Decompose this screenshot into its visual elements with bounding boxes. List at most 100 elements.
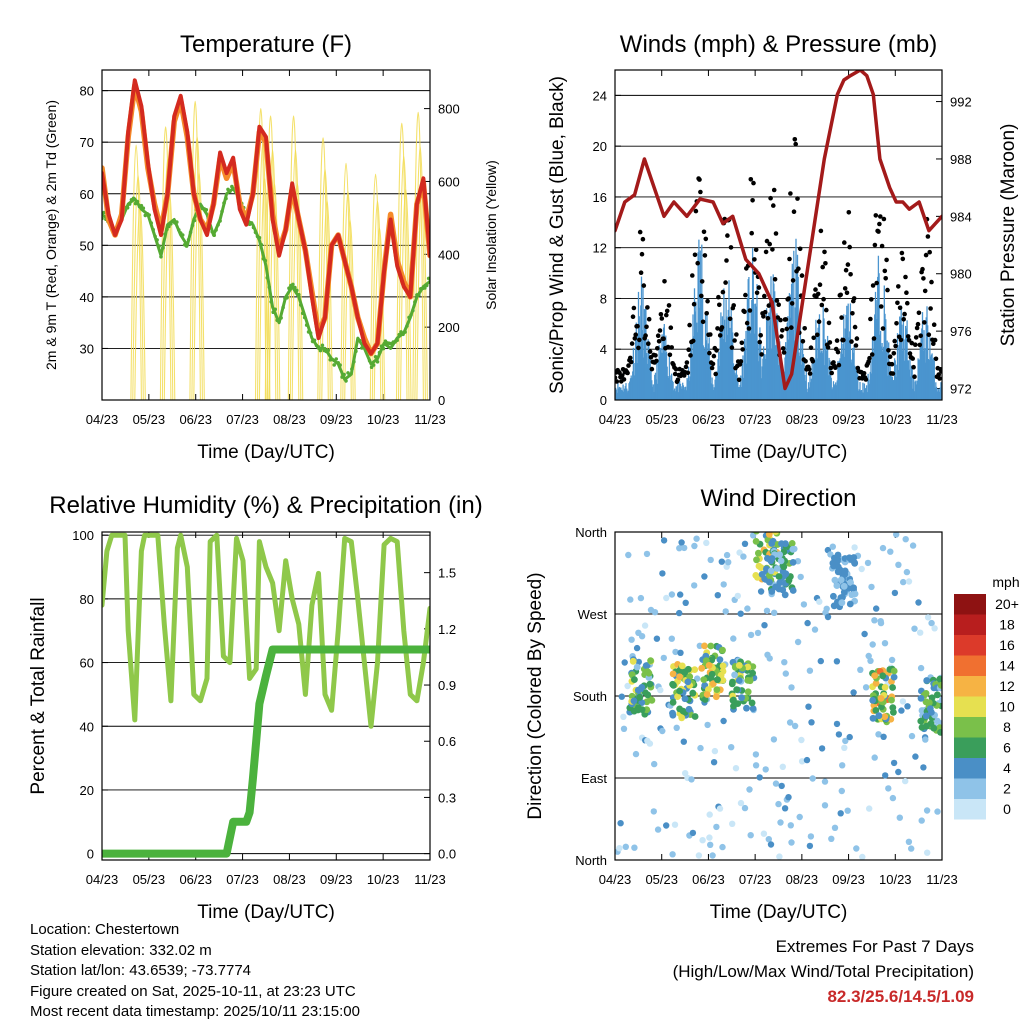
temperature-dewpoint-point	[214, 228, 218, 232]
temperature-solar-spike	[291, 183, 304, 400]
wind-direction-point	[657, 686, 664, 694]
wind-direction-point	[718, 558, 725, 565]
winds-gust-point	[666, 303, 672, 308]
wind-direction-point	[922, 736, 929, 743]
wind-direction-point	[630, 697, 638, 705]
temperature-dewpoint-point	[424, 283, 429, 288]
wind-direction-point	[635, 658, 642, 666]
wind-direction-point	[789, 559, 797, 566]
wind-direction-legend: mph 0 2 4 6 8 10 12 14 16 18 20+	[954, 574, 1020, 820]
wind-direction-point	[895, 768, 902, 776]
temperature-dewpoint-point	[426, 276, 430, 281]
wind-direction-point	[756, 774, 763, 781]
winds-gust-point	[807, 371, 813, 376]
wind-direction-legend-swatch	[954, 778, 986, 799]
winds-gust-point	[639, 251, 645, 257]
wind-direction-point	[706, 834, 713, 841]
winds-gust-point	[789, 301, 795, 306]
winds-gust-point	[615, 379, 620, 384]
winds-gust-point	[665, 344, 671, 350]
wind-direction-axes-box	[614, 531, 943, 861]
temperature-dewpoint-point	[302, 315, 307, 320]
wind-direction-point	[712, 693, 720, 701]
wind-direction-point	[672, 648, 679, 656]
wind-direction-point	[890, 673, 898, 681]
winds-gust-point	[747, 308, 753, 313]
wind-direction-point	[770, 736, 778, 743]
winds-gust-point	[771, 187, 777, 193]
temperature-dewpoint-point	[373, 355, 378, 359]
winds-gust-point	[709, 365, 715, 371]
wind-direction-point	[646, 740, 654, 747]
winds-gust-point	[869, 352, 875, 357]
winds-gust-point	[668, 325, 674, 331]
winds-gust-point	[647, 349, 653, 354]
wind-direction-point	[627, 596, 634, 603]
extremes-values: 82.3/25.6/14.5/1.09	[827, 987, 974, 1006]
humidity-data	[102, 532, 430, 858]
wind-direction-xtick-label: 05/23	[645, 872, 678, 887]
wind-direction-point	[765, 836, 772, 843]
winds-gust-point	[621, 377, 627, 382]
temperature-dewpoint-point	[186, 237, 191, 242]
winds-gust-point	[871, 336, 877, 341]
winds-axes-box	[614, 69, 943, 401]
wind-direction-point	[716, 805, 724, 812]
wind-direction-panel: Wind Direction 04/23 05/23 06/23 07/23 08/23 0…	[525, 485, 1020, 923]
temperature-dewpoint-point	[210, 229, 214, 234]
wind-direction-point	[766, 655, 773, 662]
station-info: Location: Chestertown Station elevation:…	[30, 920, 360, 1023]
station-elevation: Station elevation: 332.02 m	[30, 941, 212, 959]
wind-direction-point	[931, 625, 938, 632]
winds-gust-point	[912, 374, 917, 380]
wind-direction-point	[923, 722, 930, 730]
wind-direction-legend-label: 16	[999, 637, 1015, 653]
temperature-ytick-label: 40	[80, 290, 94, 305]
wind-direction-point	[842, 737, 849, 745]
wind-direction-point	[776, 579, 784, 587]
wind-direction-point	[631, 844, 638, 851]
wind-direction-point	[867, 657, 874, 664]
wind-direction-point	[934, 691, 941, 699]
wind-direction-point	[902, 536, 909, 543]
wind-direction-point	[659, 727, 666, 735]
wind-direction-point	[691, 542, 698, 550]
temperature-dewpoint-point	[188, 230, 193, 235]
wind-direction-point	[775, 800, 782, 808]
wind-direction-point	[818, 745, 826, 752]
winds-gust-point	[848, 272, 853, 277]
winds-xtick-label: 07/23	[739, 412, 772, 427]
wind-direction-point	[660, 537, 668, 544]
temperature-dewpoint-point	[354, 349, 358, 354]
temperature-solar-spike	[132, 175, 144, 400]
wind-direction-point	[807, 833, 815, 840]
temperature-dewpoint-point	[340, 375, 344, 379]
wind-direction-point	[643, 550, 651, 558]
temperature-dewpoint-point	[300, 311, 305, 316]
winds-gust-point	[835, 349, 841, 355]
winds-gust-point	[928, 306, 933, 311]
winds-xlabel: Time (Day/UTC)	[710, 442, 848, 463]
wind-direction-point	[689, 689, 697, 697]
wind-direction-legend-swatch	[954, 717, 986, 738]
winds-gust-point	[891, 351, 897, 356]
wind-direction-point	[629, 657, 637, 665]
wind-direction-xtick-label: 09/23	[832, 872, 865, 887]
winds-gust-point	[657, 328, 663, 333]
humidity-ytick-label: 80	[80, 592, 94, 607]
wind-direction-point	[871, 754, 878, 761]
wind-direction-point	[694, 675, 701, 682]
winds-gust-point	[849, 339, 854, 344]
extremes-heading: Extremes For Past 7 Days	[775, 937, 974, 956]
temperature-xtick-label: 11/23	[414, 412, 446, 427]
temperature-xlabel: Time (Day/UTC)	[197, 442, 335, 463]
wind-direction-point	[895, 561, 902, 568]
humidity-ylabel: Percent & Total Rainfall	[28, 597, 49, 794]
winds-gust-point	[731, 303, 736, 308]
wind-direction-point	[646, 680, 654, 688]
wind-direction-point	[789, 587, 797, 594]
wind-direction-point	[704, 721, 711, 729]
wind-direction-point	[787, 822, 794, 829]
wind-direction-point	[908, 732, 916, 740]
wind-direction-point	[762, 766, 769, 773]
